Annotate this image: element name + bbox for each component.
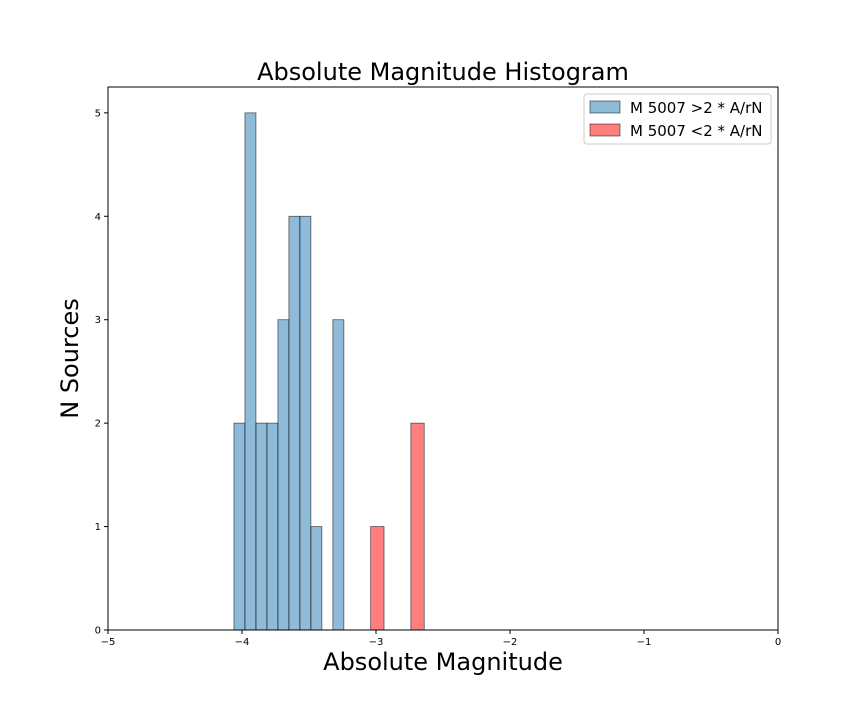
chart-title: Absolute Magnitude Histogram xyxy=(257,58,629,86)
histogram-bar xyxy=(288,215,301,631)
histogram-bar xyxy=(277,319,290,631)
x-tick-label: −4 xyxy=(235,637,250,648)
histogram-bar xyxy=(244,112,257,631)
y-tick-label: 5 xyxy=(95,108,101,119)
x-axis-ticks: −5 −4 −3 −2 −1 0 xyxy=(101,630,781,648)
legend-swatch xyxy=(589,123,621,137)
x-axis-label: Absolute Magnitude xyxy=(323,648,563,676)
bars-layer xyxy=(233,112,425,631)
x-tick-label: −5 xyxy=(101,637,116,648)
legend-label: M 5007 >2 * A/rN xyxy=(630,99,763,117)
plot-frame xyxy=(107,86,779,631)
histogram-bar xyxy=(266,422,279,631)
histogram-bar xyxy=(370,526,385,631)
legend-swatch xyxy=(589,100,621,114)
x-tick-label: 0 xyxy=(775,637,781,648)
y-axis-ticks: 0 1 2 3 4 5 xyxy=(95,108,108,637)
legend: M 5007 >2 * A/rN M 5007 <2 * A/rN xyxy=(583,93,772,145)
legend-label: M 5007 <2 * A/rN xyxy=(630,122,763,140)
y-tick-label: 0 xyxy=(95,626,101,637)
histogram-bar xyxy=(410,422,425,631)
y-tick-label: 2 xyxy=(95,419,101,430)
y-axis-label: N Sources xyxy=(56,298,84,419)
x-tick-label: −1 xyxy=(637,637,652,648)
legend-box xyxy=(583,93,772,145)
histogram-bar xyxy=(255,422,268,631)
y-tick-label: 1 xyxy=(95,522,101,533)
y-tick-label: 4 xyxy=(95,212,101,223)
histogram-bar xyxy=(310,526,323,631)
x-tick-label: −3 xyxy=(369,637,384,648)
x-tick-label: −2 xyxy=(503,637,518,648)
histogram-bar xyxy=(332,319,345,631)
histogram-bar xyxy=(299,215,312,631)
histogram-bar xyxy=(233,422,246,631)
y-tick-label: 3 xyxy=(95,315,101,326)
